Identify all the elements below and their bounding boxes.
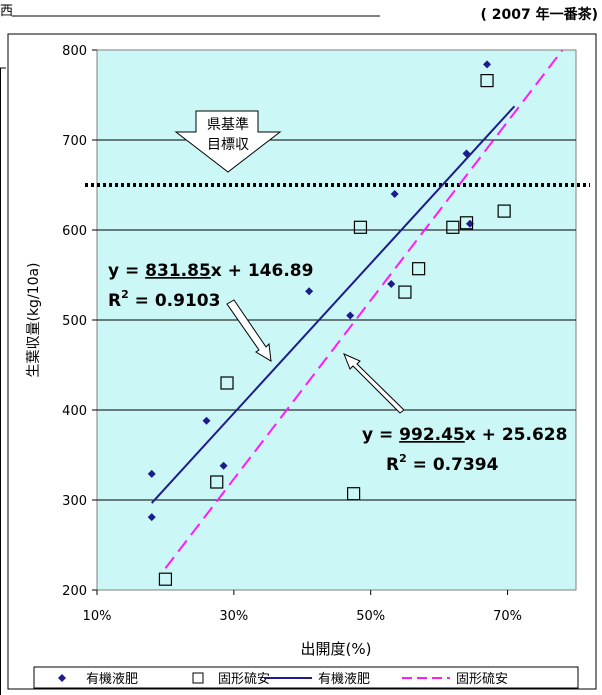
- y-tick-label: 800: [62, 44, 87, 59]
- y-tick-label: 600: [62, 224, 87, 239]
- trendlines: [151, 49, 564, 569]
- point-ammonium: [459, 216, 474, 230]
- y-tick-label: 300: [62, 494, 87, 509]
- legend-label: 有機液肥: [318, 672, 370, 687]
- r2-2-value: = 0.7394: [407, 455, 499, 475]
- eq1-prefix: y =: [108, 261, 145, 281]
- point-organic: [147, 469, 156, 478]
- x-tick-label: 10%: [83, 609, 112, 624]
- arrow-2: [343, 353, 405, 414]
- trendline-2: [164, 49, 564, 569]
- point-organic: [483, 60, 492, 69]
- legend-marker-square: [192, 672, 204, 684]
- svg-text:y = 831.85x + 146.89: y = 831.85x + 146.89: [108, 261, 313, 281]
- eq2-number: 992.45: [399, 425, 465, 445]
- point-ammonium: [497, 204, 511, 218]
- year-note: ( 2007 年一番茶): [480, 7, 598, 23]
- grid-lines: [97, 139, 576, 501]
- y-axis-label: 生葉収量(kg/10a): [26, 262, 42, 377]
- x-axis-label: 出開度(%): [301, 640, 372, 658]
- trendline-1: [151, 105, 516, 504]
- eq2-rest: x + 25.628: [465, 425, 568, 445]
- y-tick-label: 700: [62, 134, 87, 149]
- equation-2: y = 992.45x + 25.628 R2 = 0.7394: [343, 353, 567, 475]
- point-organic: [390, 190, 399, 198]
- point-organic: [462, 149, 471, 158]
- eq2-prefix: y =: [362, 425, 399, 445]
- svg-text:y = 992.45x + 25.628: y = 992.45x + 25.628: [362, 425, 567, 445]
- arrow-1: [226, 299, 272, 362]
- point-ammonium: [210, 475, 224, 489]
- chart-frame: [7, 33, 597, 690]
- r2-1-prefix: R: [108, 291, 121, 311]
- point-ammonium: [446, 220, 460, 234]
- eq1-number: 831.85: [145, 261, 211, 281]
- point-organic: [202, 416, 211, 425]
- y-tick-label: 500: [62, 314, 87, 329]
- legend-label: 固形硫安: [218, 672, 270, 687]
- target-label-line1: 県基準: [207, 116, 249, 133]
- legend: 有機液肥 固形硫安 有機液肥 固形硫安: [33, 666, 579, 689]
- point-ammonium: [412, 262, 426, 276]
- r2-2-sup: 2: [399, 452, 407, 465]
- data-points: [147, 60, 511, 586]
- corner-note: 西: [0, 4, 14, 19]
- r2-1-sup: 2: [121, 288, 129, 301]
- point-organic: [147, 513, 156, 522]
- y-tick-label: 400: [62, 404, 87, 419]
- axis-ticks: 200 300 400 500 600 700 800 10% 30% 50% 70%: [62, 44, 522, 624]
- point-organic: [387, 280, 396, 288]
- x-tick-label: 50%: [356, 609, 385, 624]
- point-organic: [346, 311, 355, 320]
- point-ammonium: [347, 487, 361, 501]
- point-organic: [305, 287, 314, 296]
- target-yield-callout: 県基準 目標収: [174, 110, 282, 173]
- svg-text:R2 = 0.7394: R2 = 0.7394: [386, 452, 499, 475]
- eq1-rest: x + 146.89: [211, 261, 314, 281]
- point-ammonium: [220, 376, 234, 390]
- x-tick-label: 70%: [493, 609, 522, 624]
- svg-text:R2 = 0.9103: R2 = 0.9103: [108, 288, 220, 311]
- r2-2-prefix: R: [386, 455, 399, 475]
- target-label-line2: 目標収: [207, 137, 249, 153]
- legend-marker-diamond: [58, 674, 66, 682]
- point-organic: [219, 461, 228, 470]
- x-tick-label: 30%: [219, 609, 248, 624]
- legend-label: 有機液肥: [86, 672, 138, 687]
- point-ammonium: [353, 220, 368, 234]
- point-ammonium: [480, 73, 494, 88]
- equation-1: y = 831.85x + 146.89 R2 = 0.9103: [108, 261, 313, 362]
- y-tick-label: 200: [62, 584, 87, 599]
- r2-1-value: = 0.9103: [129, 291, 221, 311]
- point-ammonium: [158, 572, 173, 586]
- legend-label: 固形硫安: [456, 672, 508, 687]
- point-ammonium: [398, 285, 412, 299]
